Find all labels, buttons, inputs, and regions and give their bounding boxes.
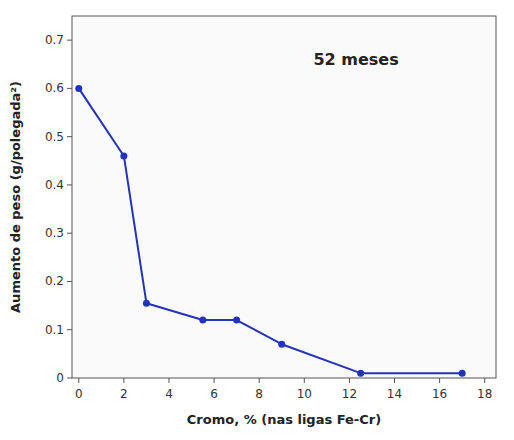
x-tick-label: 18 bbox=[477, 387, 492, 401]
x-axis: 0 2 4 6 8 10 12 14 16 18 bbox=[75, 378, 492, 401]
marker bbox=[199, 317, 206, 324]
plot-frame bbox=[72, 16, 496, 378]
y-tick-label: 0 bbox=[56, 371, 64, 385]
x-tick-label: 0 bbox=[75, 387, 83, 401]
x-tick-label: 16 bbox=[432, 387, 447, 401]
marker bbox=[143, 300, 150, 307]
marker bbox=[357, 370, 364, 377]
x-tick-label: 6 bbox=[210, 387, 218, 401]
y-tick bbox=[67, 184, 72, 185]
marker bbox=[233, 317, 240, 324]
x-tick bbox=[214, 378, 215, 383]
y-tick-label: 0.6 bbox=[45, 81, 64, 95]
x-tick bbox=[484, 378, 485, 383]
x-tick bbox=[168, 378, 169, 383]
y-axis-label: Aumento de peso (g/polegada²) bbox=[8, 81, 23, 313]
title: 52 meses bbox=[313, 50, 398, 69]
y-axis: 0 0.1 0.2 0.3 0.4 0.5 0.6 0.7 bbox=[45, 33, 72, 385]
y-tick-label: 0.7 bbox=[45, 33, 64, 47]
x-tick bbox=[259, 378, 260, 383]
y-tick bbox=[67, 40, 72, 41]
y-tick-label: 0.2 bbox=[45, 274, 64, 288]
marker bbox=[120, 152, 127, 159]
x-tick bbox=[304, 378, 305, 383]
y-tick bbox=[67, 88, 72, 89]
x-tick-label: 8 bbox=[255, 387, 263, 401]
x-tick bbox=[123, 378, 124, 383]
x-tick bbox=[349, 378, 350, 383]
marker bbox=[459, 370, 466, 377]
y-tick bbox=[67, 329, 72, 330]
plot-area bbox=[72, 16, 496, 378]
x-tick-label: 10 bbox=[297, 387, 312, 401]
y-tick bbox=[67, 136, 72, 137]
x-tick-label: 2 bbox=[120, 387, 128, 401]
x-tick bbox=[78, 378, 79, 383]
series bbox=[75, 85, 465, 377]
x-tick bbox=[394, 378, 395, 383]
y-tick-label: 0.3 bbox=[45, 226, 64, 240]
y-tick-label: 0.4 bbox=[45, 178, 64, 192]
chart: 0 2 4 6 8 10 12 14 16 18 0 0.1 0.2 0.3 0.4 0.5 0.6 0.7 52 … bbox=[0, 0, 514, 440]
x-tick-label: 4 bbox=[165, 387, 173, 401]
y-tick-label: 0.5 bbox=[45, 130, 64, 144]
marker bbox=[75, 85, 82, 92]
x-axis-label: Cromo, % (nas ligas Fe-Cr) bbox=[187, 412, 381, 427]
y-tick bbox=[67, 233, 72, 234]
marker bbox=[278, 341, 285, 348]
line bbox=[79, 88, 462, 373]
x-tick bbox=[439, 378, 440, 383]
y-tick-label: 0.1 bbox=[45, 323, 64, 337]
x-tick-label: 14 bbox=[387, 387, 402, 401]
x-tick-label: 12 bbox=[342, 387, 357, 401]
y-tick bbox=[67, 281, 72, 282]
y-tick bbox=[67, 378, 72, 379]
